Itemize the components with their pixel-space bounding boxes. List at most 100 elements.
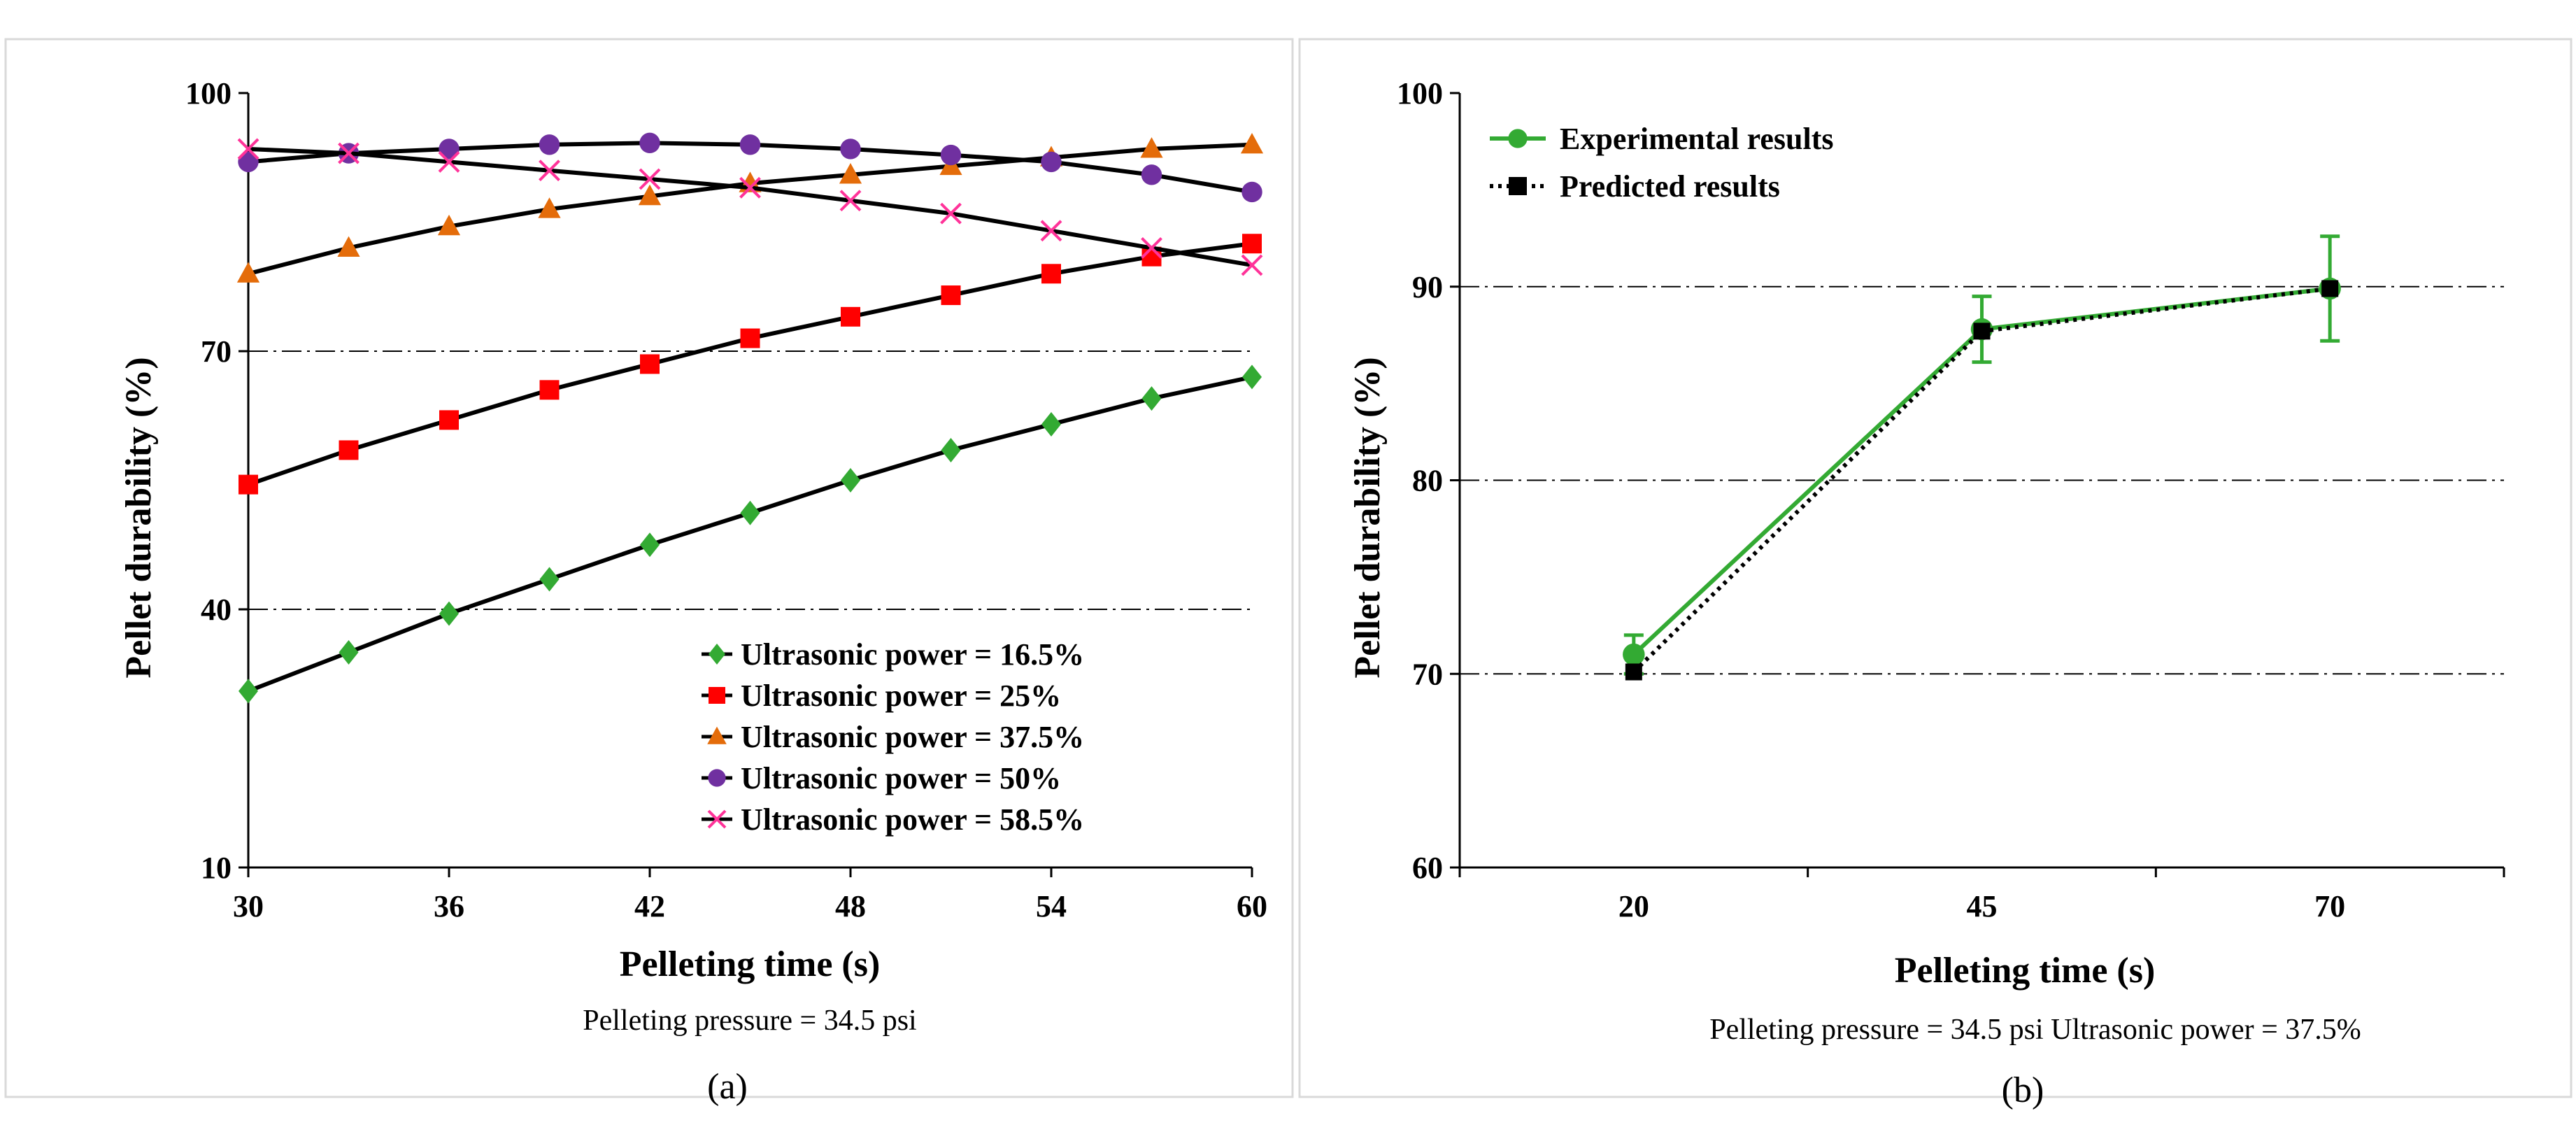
panel-a-data-point (1141, 386, 1162, 411)
panel-a-x-tick-label: 54 (1036, 889, 1067, 923)
panel-b-legend-item: Predicted results (1490, 169, 1780, 204)
panel-a-legend-label: Ultrasonic power = 16.5% (741, 637, 1084, 672)
panel-b-y-tick-label: 60 (1412, 851, 1443, 885)
panel-b-caption: Pelleting pressure = 34.5 psi Ultrasonic… (1709, 1014, 2361, 1046)
panel-a-data-point (539, 380, 560, 400)
panel-b-series-predicted (1625, 280, 2339, 681)
panel-a-x-axis-title: Pelleting time (s) (620, 944, 881, 984)
panel-a-legend-marker (709, 687, 725, 704)
panel-a-data-point (1040, 220, 1062, 242)
panel-b-axes (1450, 92, 2505, 877)
panel-b-label: (b) (2002, 1070, 2044, 1110)
panel-b-legend-label: Predicted results (1560, 169, 1780, 204)
panel-a-data-point (339, 440, 359, 460)
panel-a-data-point (339, 640, 359, 665)
panel-a-series-4 (238, 132, 1262, 203)
panel-a-x-tick-label: 36 (434, 889, 464, 923)
panel-a-x-tick-label: 48 (835, 889, 866, 923)
panel-a-data-point (239, 474, 258, 495)
panel-a-y-tick-label: 70 (201, 334, 232, 369)
panel-a-series-1 (239, 364, 1262, 704)
panel-a-data-point (439, 139, 460, 160)
panel-a-legend-marker (708, 769, 726, 787)
panel-b-y-tick-label: 70 (1412, 657, 1443, 691)
panel-b-x-axis-title: Pelleting time (s) (1895, 951, 2156, 991)
panel-a-legend-item: Ultrasonic power = 16.5% (702, 637, 1084, 672)
panel-a-data-point (941, 437, 961, 462)
panel-a-data-point (1242, 364, 1262, 390)
panel-a-data-point (840, 139, 861, 160)
panel-b-legend-marker (1509, 177, 1527, 195)
panel-a-data-point (739, 134, 761, 155)
panel-b-y-axis-title: Pellet durability (%) (1348, 357, 1388, 678)
panel-a-legend-label: Ultrasonic power = 50% (741, 761, 1061, 795)
panel-b-experimental-point (1623, 643, 1645, 666)
panel-a-data-point (438, 150, 460, 173)
panel-a-data-point (439, 410, 459, 430)
panel-b-x-tick-label: 20 (1618, 889, 1649, 923)
panel-a-data-point (437, 214, 461, 236)
panel-b-legend-marker (1508, 129, 1528, 148)
panel-a: 10 40 70 100 30 36 42 48 54 60 Ultrasonic power =… (4, 38, 1294, 1107)
panel-a-y-tick-label: 100 (185, 76, 232, 111)
panel-a-x-tick-label: 30 (233, 889, 264, 923)
panel-a-data-point (1242, 234, 1262, 254)
panel-a-legend-item: Ultrasonic power = 37.5% (702, 720, 1084, 754)
panel-b-series (1623, 234, 2341, 681)
panel-b-legend: Experimental results Predicted results (1490, 122, 1834, 204)
panel-b-frame (1298, 38, 2573, 1098)
panel-a-data-point (640, 354, 660, 374)
panel-a-data-point (539, 134, 560, 155)
panel-a-data-point (740, 328, 760, 348)
panel-a-data-point (638, 184, 662, 206)
panel-b-tick-labels: 60 70 80 90 100 20 45 70 (1397, 76, 2345, 923)
panel-a-data-point (338, 142, 360, 164)
panel-a-data-point (1041, 151, 1062, 173)
panel-a-x-tick-label: 60 (1237, 889, 1267, 923)
panel-a-data-point (1141, 164, 1162, 185)
panel-a-data-point (740, 500, 760, 525)
panel-a-data-point (337, 236, 360, 257)
panel-a-legend-label: Ultrasonic power = 25% (741, 679, 1061, 713)
panel-a-y-tick-label: 40 (201, 593, 232, 627)
panel-a-legend-label: Ultrasonic power = 58.5% (741, 802, 1084, 837)
panel-a-y-tick-label: 10 (201, 851, 232, 885)
panel-b-legend-item: Experimental results (1490, 122, 1834, 156)
panel-a-frame (4, 38, 1294, 1098)
panel-b-y-tick-label: 90 (1412, 270, 1443, 304)
panel-a-label: (a) (707, 1067, 748, 1107)
panel-a-legend: Ultrasonic power = 16.5% Ultrasonic power… (702, 637, 1084, 837)
panel-a-data-point (1241, 181, 1262, 203)
panel-a-data-point (239, 679, 258, 704)
panel-a-data-point (1041, 264, 1061, 284)
panel-a-data-point (839, 190, 862, 212)
panel-b-y-tick-label: 100 (1397, 76, 1443, 111)
panel-a-legend-item: Ultrasonic power = 58.5% (702, 802, 1084, 837)
panel-b-predicted-point (2321, 280, 2339, 297)
panel-a-data-point (539, 567, 560, 592)
panel-b-predicted-point (1973, 323, 1991, 340)
panel-a-data-point (739, 176, 761, 199)
panel-a-data-point (539, 160, 560, 182)
panel-a-y-axis-title: Pellet durability (%) (119, 357, 159, 678)
panel-a-series (236, 132, 1264, 704)
panel-a-data-point (1240, 133, 1264, 154)
panel-a-data-point (1141, 236, 1162, 259)
panel-a-data-point (941, 285, 961, 306)
panel-a-data-point (940, 144, 962, 166)
panel-a-legend-marker (709, 644, 725, 665)
panel-b-predicted-point (1625, 663, 1642, 681)
panel-b-x-tick-label: 70 (2314, 889, 2345, 923)
panel-a-data-point (1041, 412, 1061, 437)
panel-a-data-point (238, 151, 259, 173)
panel-a-data-point (439, 601, 459, 626)
panel-a-legend-marker (707, 726, 727, 744)
panel-a-data-point (237, 138, 259, 160)
panel-a-data-point (639, 168, 661, 190)
panel-a-data-point (236, 262, 260, 283)
panel-b: 60 70 80 90 100 20 45 70 Experimental results Pr… (1298, 38, 2573, 1110)
panel-a-data-point (841, 468, 860, 492)
panel-a-data-point (640, 532, 660, 558)
panel-a-data-point (1140, 137, 1163, 158)
